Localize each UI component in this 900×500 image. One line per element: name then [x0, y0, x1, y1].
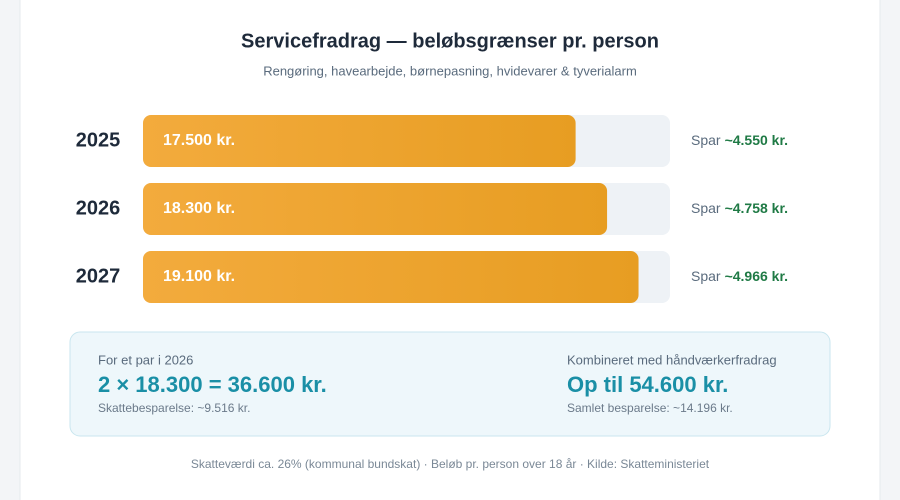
savings-amount: ~4.758 kr.: [725, 200, 788, 216]
chart-title: Servicefradrag — beløbsgrænser pr. perso…: [241, 30, 659, 52]
info-note: Samlet besparelse: ~14.196 kr.: [567, 401, 733, 415]
category-label: 2027: [76, 265, 121, 287]
info-headline: Op til 54.600 kr.: [567, 372, 728, 397]
chart-subtitle: Rengøring, havearbejde, børnepasning, hv…: [263, 63, 637, 78]
value-label: 17.500 kr.: [163, 132, 235, 149]
bar: [143, 251, 639, 303]
category-label: 2026: [76, 197, 121, 219]
info-box: [69, 331, 831, 437]
info-label: For et par i 2026: [98, 352, 193, 367]
savings-amount: ~4.966 kr.: [725, 268, 788, 284]
info-label: Kombineret med håndværkerfradrag: [567, 352, 777, 367]
info-note: Skattebesparelse: ~9.516 kr.: [98, 401, 250, 415]
bar: [143, 115, 576, 167]
value-label: 18.300 kr.: [163, 200, 235, 217]
category-label: 2025: [76, 129, 121, 151]
bar: [143, 183, 608, 235]
savings-label: Spar ~4.550 kr.: [691, 132, 788, 148]
savings-prefix: Spar: [691, 200, 721, 216]
value-label: 19.100 kr.: [163, 268, 235, 285]
savings-label: Spar ~4.758 kr.: [691, 200, 788, 216]
savings-amount: ~4.550 kr.: [725, 132, 788, 148]
savings-prefix: Spar: [691, 132, 721, 148]
savings-prefix: Spar: [691, 268, 721, 284]
footer: Skatteværdi ca. 26% (kommunal bundskat) …: [191, 457, 710, 471]
bar-rows: 2025 17.500 kr. Spar ~4.550 kr.2026 18.300 k…: [76, 115, 788, 303]
info-headline: 2 × 18.300 = 36.600 kr.: [98, 372, 327, 397]
savings-label: Spar ~4.966 kr.: [691, 268, 788, 284]
